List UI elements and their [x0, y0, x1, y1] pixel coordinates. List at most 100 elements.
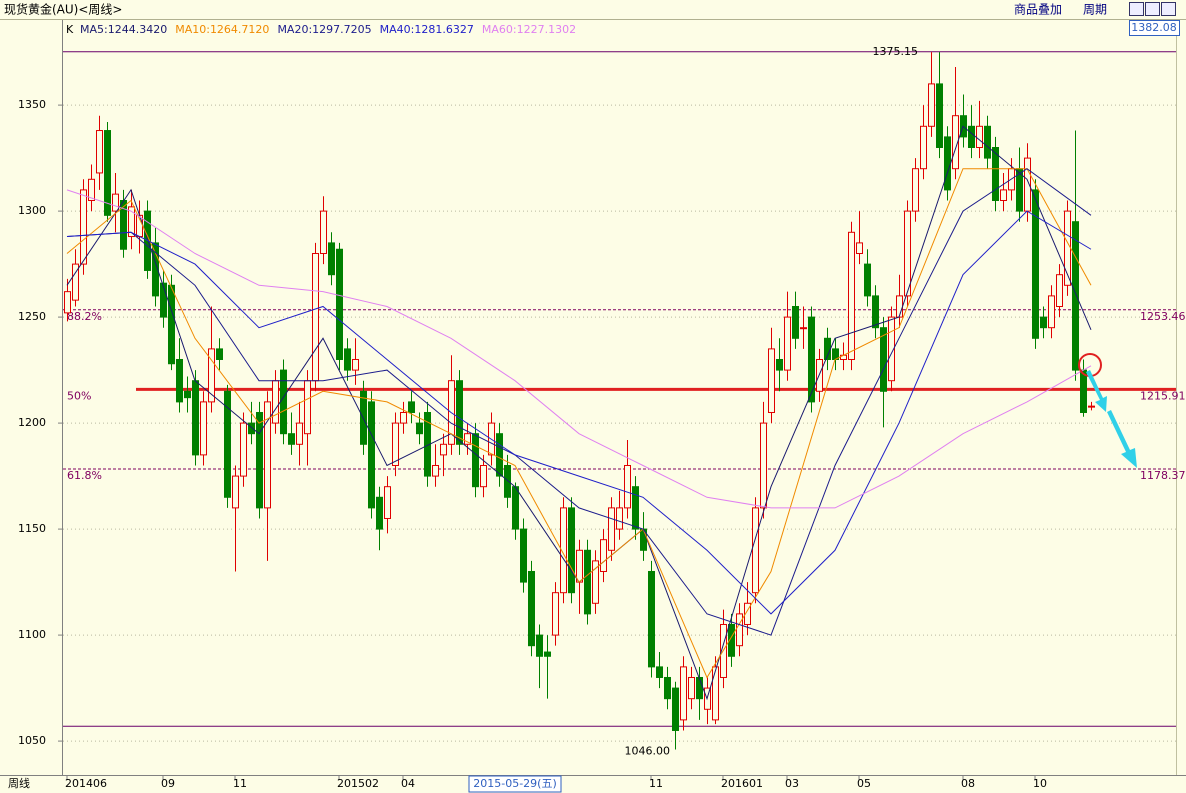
candle-body: [736, 613, 743, 647]
ma-line: [66, 168, 1092, 679]
candle-body: [808, 316, 815, 403]
candle-body: [280, 369, 287, 435]
candle-body: [176, 358, 183, 403]
y-tick-label: 1300: [18, 204, 46, 217]
x-tick-label: 201502: [337, 777, 379, 790]
candle-body: [88, 178, 95, 201]
candle-body: [296, 422, 303, 445]
candle-body: [240, 422, 247, 477]
candle-body: [520, 528, 527, 583]
candle-body: [664, 676, 671, 700]
candle-body: [1056, 274, 1063, 307]
level-label: 88.2%: [67, 310, 102, 323]
ma-line: [66, 189, 1092, 509]
candle-body: [432, 464, 439, 477]
candle-body: [1072, 221, 1079, 371]
candle-body: [600, 539, 607, 572]
candle-body: [968, 125, 975, 148]
candle-body: [288, 433, 295, 445]
candle-body: [576, 549, 583, 583]
candle-body: [352, 358, 359, 371]
candle-body: [384, 486, 391, 519]
candle-body: [80, 189, 87, 265]
legend-entry: MA60:1227.1302: [482, 23, 576, 36]
x-tick-label: 11: [233, 777, 247, 790]
candle-body: [648, 570, 655, 668]
candle-body: [128, 206, 135, 238]
candle-body: [232, 475, 239, 509]
legend-entry: MA10:1264.7120: [175, 23, 269, 36]
cursor-date-box: [468, 775, 562, 793]
candle-body: [920, 125, 927, 170]
candle-body: [744, 602, 751, 625]
candle-body: [552, 592, 559, 636]
ma-line: [66, 168, 1092, 636]
candle-body: [656, 666, 663, 678]
candle-body: [728, 623, 735, 657]
candle-body: [848, 231, 855, 360]
candle-body: [312, 252, 319, 382]
candle-body: [216, 348, 223, 360]
candle-body: [696, 676, 703, 700]
level-label: 50%: [67, 389, 91, 402]
candle-body: [912, 168, 919, 212]
candle-body: [112, 193, 119, 212]
candle-body: [1048, 295, 1055, 329]
x-tick-label: 08: [961, 777, 975, 790]
button[interactable]: 商品叠加: [1014, 2, 1062, 17]
low-annotation: 1046.00: [625, 745, 671, 758]
candle-body: [584, 549, 591, 615]
candle-body: [64, 291, 71, 314]
period-label: 周线: [8, 776, 30, 790]
candle-body: [632, 486, 639, 530]
candle-body: [888, 316, 895, 382]
x-tick-label: 04: [401, 777, 415, 790]
candle-body: [792, 305, 799, 339]
button[interactable]: 周期: [1083, 3, 1107, 17]
candle-body: [376, 496, 383, 530]
candle-body: [200, 401, 207, 456]
candle-body: [680, 666, 687, 721]
candle-body: [688, 676, 695, 700]
candle-body: [336, 248, 343, 360]
candle-body: [976, 125, 983, 148]
cursor-price: 1382.08: [1131, 21, 1177, 34]
candle-body: [784, 316, 791, 371]
candle-body: [96, 130, 103, 174]
indicator-label: K: [66, 23, 74, 36]
candle-body: [592, 560, 599, 604]
y-tick-label: 1200: [18, 416, 46, 429]
candle-body: [248, 422, 255, 435]
candle-body: [192, 380, 199, 456]
candle-body: [328, 242, 335, 276]
candle-body: [928, 83, 935, 127]
y-tick-label: 1050: [18, 734, 46, 747]
candle-body: [992, 147, 999, 201]
candle-body: [256, 411, 263, 509]
x-tick-label: 201406: [65, 777, 107, 790]
candle-body: [72, 263, 79, 301]
annotation: [1078, 353, 1137, 468]
y-tick-label: 1350: [18, 98, 46, 111]
candle-body: [208, 348, 215, 403]
candle-body: [456, 380, 463, 445]
nav-buttons[interactable]: [1129, 2, 1176, 16]
cursor-price-box: [1129, 20, 1180, 36]
candle-body: [624, 464, 631, 509]
candle-body: [472, 433, 479, 488]
candle-body: [880, 327, 887, 392]
candle-body: [672, 687, 679, 731]
y-tick-label: 1150: [18, 522, 46, 535]
candle-body: [560, 507, 567, 594]
candle-body: [856, 242, 863, 254]
candle-body: [1080, 369, 1087, 413]
candle-body: [496, 433, 503, 477]
candle-body: [984, 125, 991, 159]
candle-body: [1088, 405, 1095, 408]
candle-body: [440, 443, 447, 456]
candle-body: [368, 401, 375, 509]
top-annotation: 1375.15: [873, 45, 919, 58]
x-tick-label: 10: [1033, 777, 1047, 790]
candle-body: [272, 380, 279, 424]
